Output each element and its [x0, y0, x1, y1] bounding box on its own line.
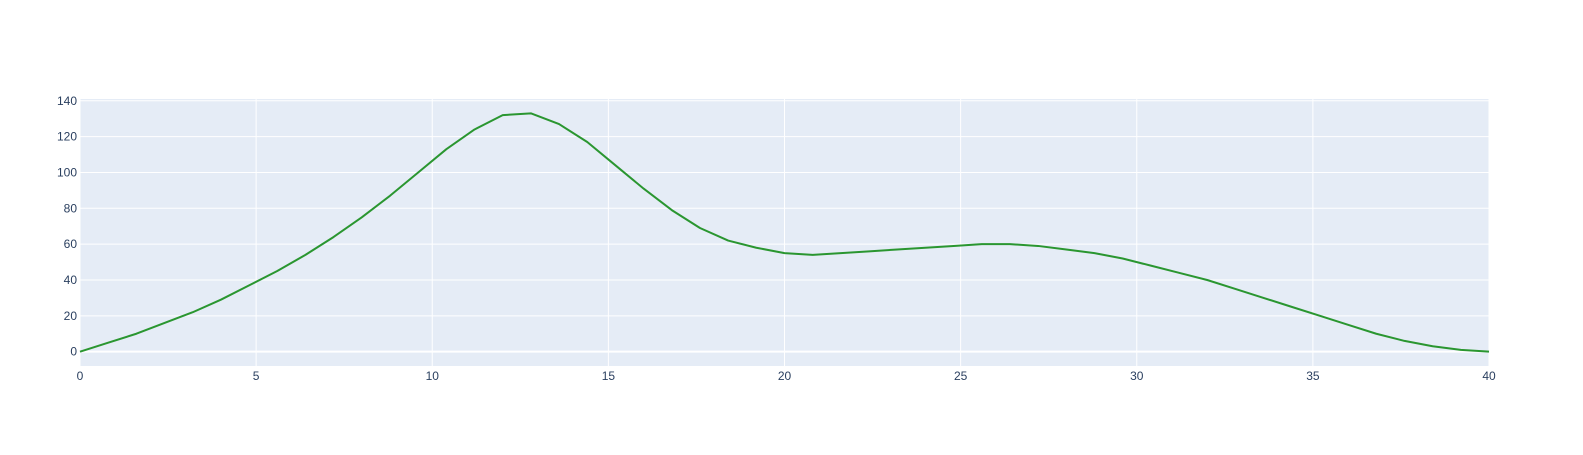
x-tick-label: 10	[426, 369, 440, 383]
y-tick-label: 100	[57, 165, 77, 179]
x-tick-label: 5	[253, 369, 260, 383]
y-tick-label: 140	[57, 94, 77, 108]
series-layer	[79, 112, 1490, 353]
x-tick-label: 0	[77, 369, 84, 383]
series-line-0	[79, 112, 1490, 353]
x-tick-label: 15	[602, 369, 616, 383]
x-tick-label: 25	[954, 369, 968, 383]
y-tick-labels: 0 20 40 60 80 100 120 140	[57, 94, 77, 359]
y-tick-label: 120	[57, 130, 77, 144]
x-gridlines	[79, 99, 1490, 366]
y-tick-label: 20	[64, 309, 78, 323]
x-tick-label: 35	[1306, 369, 1320, 383]
x-tick-label: 20	[778, 369, 792, 383]
x-tick-labels: 0 5 10 15 20 25 30 35 40	[77, 369, 1496, 383]
x-tick-label: 30	[1130, 369, 1144, 383]
y-tick-label: 80	[64, 201, 78, 215]
y-tick-label: 40	[64, 273, 78, 287]
y-tick-label: 60	[64, 237, 78, 251]
y-tick-label: 0	[70, 345, 77, 359]
x-tick-label: 40	[1482, 369, 1496, 383]
